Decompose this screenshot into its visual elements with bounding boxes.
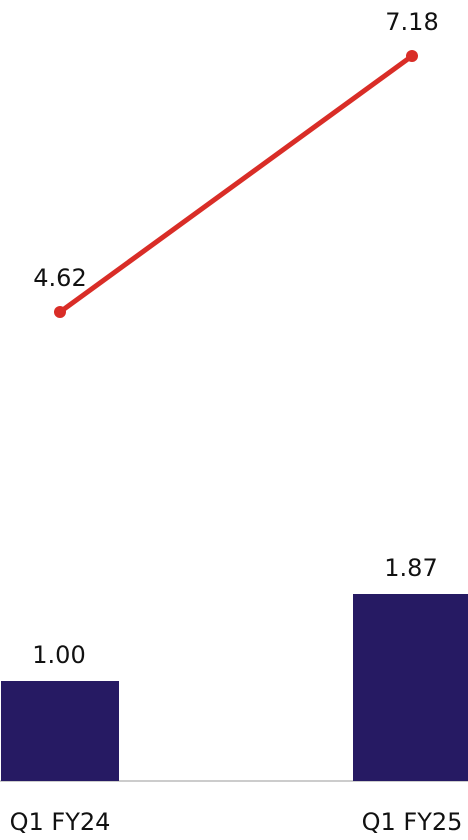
category-label-q1-fy25: Q1 FY25	[362, 808, 463, 836]
line-point-q1-fy24	[54, 306, 66, 318]
bar-q1-fy25	[353, 594, 468, 781]
line-point-q1-fy25	[406, 50, 418, 62]
line-value-label-q1-fy25: 7.18	[385, 8, 438, 36]
category-label-q1-fy24: Q1 FY24	[10, 808, 111, 836]
line-series-segment	[57, 53, 415, 315]
bar-value-label-q1-fy25: 1.87	[384, 554, 437, 582]
line-value-label-q1-fy24: 4.62	[33, 264, 86, 292]
bar-q1-fy24	[1, 681, 119, 781]
bar-value-label-q1-fy24: 1.00	[32, 641, 85, 669]
